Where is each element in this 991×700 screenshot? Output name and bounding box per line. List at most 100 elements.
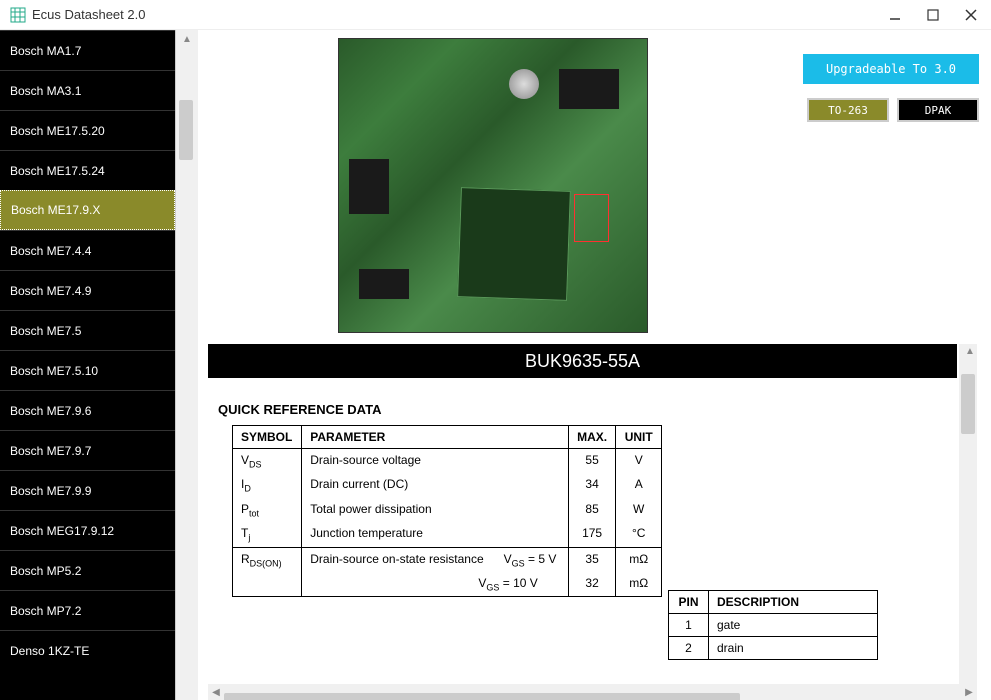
cell-max: 55 xyxy=(568,449,616,474)
col-parameter: PARAMETER xyxy=(302,426,569,449)
minimize-button[interactable] xyxy=(885,5,905,25)
content-vertical-scrollbar[interactable]: ▲ xyxy=(959,344,977,684)
scroll-up-icon[interactable]: ▲ xyxy=(962,346,978,362)
sidebar-item-label: Bosch ME7.4.4 xyxy=(10,244,91,258)
pcb-chip-small xyxy=(559,69,619,109)
maximize-button[interactable] xyxy=(923,5,943,25)
sidebar-item-label: Bosch ME7.5 xyxy=(10,324,81,338)
sidebar-item[interactable]: Bosch ME7.4.9 xyxy=(0,270,175,310)
scroll-thumb[interactable] xyxy=(961,374,975,434)
cell-max: 85 xyxy=(568,498,616,522)
col-max: MAX. xyxy=(568,426,616,449)
sidebar-item[interactable]: Bosch ME7.9.6 xyxy=(0,390,175,430)
sidebar-item[interactable]: Bosch ME17.5.24 xyxy=(0,150,175,190)
sidebar-item-label: Bosch MEG17.9.12 xyxy=(10,524,114,538)
titlebar: Ecus Datasheet 2.0 xyxy=(0,0,991,30)
titlebar-left: Ecus Datasheet 2.0 xyxy=(10,7,145,23)
cell-desc: gate xyxy=(709,614,878,637)
sidebar: Bosch MA1.7 Bosch MA3.1 Bosch ME17.5.20 Bos… xyxy=(0,30,176,700)
cell-desc: drain xyxy=(709,637,878,660)
cell-parameter: Junction temperature xyxy=(302,522,569,547)
cell-symbol: Tj xyxy=(233,522,302,547)
cell-max: 35 xyxy=(568,547,616,572)
right-button-group: Upgradeable To 3.0 TO-263 DPAK xyxy=(803,54,979,122)
sidebar-item[interactable]: Bosch ME7.9.9 xyxy=(0,470,175,510)
quick-reference-table: SYMBOL PARAMETER MAX. UNIT VDSDrain-sour… xyxy=(232,425,662,597)
section-title: QUICK REFERENCE DATA xyxy=(218,402,951,417)
sidebar-item-label: Bosch ME17.5.24 xyxy=(10,164,105,178)
scroll-right-icon[interactable]: ▶ xyxy=(961,687,977,698)
col-desc: DESCRIPTION xyxy=(709,591,878,614)
col-pin: PIN xyxy=(669,591,709,614)
sidebar-item[interactable]: Bosch MA1.7 xyxy=(0,30,175,70)
sidebar-scrollbar[interactable]: ▲ xyxy=(176,30,198,700)
part-number-header: BUK9635-55A xyxy=(208,344,957,378)
sidebar-item[interactable]: Bosch ME17.5.20 xyxy=(0,110,175,150)
close-button[interactable] xyxy=(961,5,981,25)
sidebar-item[interactable]: Bosch MA3.1 xyxy=(0,70,175,110)
upgrade-button[interactable]: Upgradeable To 3.0 xyxy=(803,54,979,84)
package-dpak-button[interactable]: DPAK xyxy=(897,98,979,122)
cell-max: 32 xyxy=(568,572,616,597)
content-area: Upgradeable To 3.0 TO-263 DPAK BUK9635-5… xyxy=(198,30,991,700)
package-to263-button[interactable]: TO-263 xyxy=(807,98,889,122)
sidebar-item-label: Bosch ME7.9.9 xyxy=(10,484,91,498)
cell-max: 34 xyxy=(568,473,616,497)
sidebar-item-label: Bosch MP5.2 xyxy=(10,564,81,578)
sidebar-item[interactable]: Bosch MP7.2 xyxy=(0,590,175,630)
cell-parameter: Drain-source voltage xyxy=(302,449,569,474)
scroll-thumb[interactable] xyxy=(179,100,193,160)
sidebar-item-label: Denso 1KZ-TE xyxy=(10,644,89,658)
cell-parameter: VGS = 10 V xyxy=(302,572,569,597)
sidebar-item-label: Bosch ME17.5.20 xyxy=(10,124,105,138)
cell-symbol: Ptot xyxy=(233,498,302,522)
cell-unit: A xyxy=(616,473,662,497)
col-symbol: SYMBOL xyxy=(233,426,302,449)
sidebar-item-label: Bosch MA3.1 xyxy=(10,84,81,98)
sidebar-item[interactable]: Bosch MEG17.9.12 xyxy=(0,510,175,550)
cell-parameter: Drain-source on-state resistance VGS = 5… xyxy=(302,547,569,572)
sidebar-item-label: Bosch ME7.9.6 xyxy=(10,404,91,418)
pin-table: PIN DESCRIPTION 1gate2drain xyxy=(668,590,878,660)
pcb-chip-mcu xyxy=(457,187,571,301)
content-horizontal-scrollbar[interactable]: ◀ ▶ xyxy=(208,684,977,700)
sidebar-item[interactable]: Bosch MP5.2 xyxy=(0,550,175,590)
cell-unit: V xyxy=(616,449,662,474)
col-unit: UNIT xyxy=(616,426,662,449)
scroll-up-icon[interactable]: ▲ xyxy=(179,34,195,50)
sidebar-item[interactable]: Denso 1KZ-TE xyxy=(0,630,175,670)
cell-max: 175 xyxy=(568,522,616,547)
pcb-highlight-box xyxy=(574,194,609,242)
app-icon xyxy=(10,7,26,23)
main-area: Bosch MA1.7 Bosch MA3.1 Bosch ME17.5.20 Bos… xyxy=(0,30,991,700)
sidebar-item[interactable]: Bosch ME7.5.10 xyxy=(0,350,175,390)
scroll-thumb[interactable] xyxy=(224,693,740,700)
cell-symbol: VDS xyxy=(233,449,302,474)
cell-parameter: Drain current (DC) xyxy=(302,473,569,497)
sidebar-item-label: Bosch ME7.5.10 xyxy=(10,364,98,378)
cell-symbol xyxy=(233,572,302,597)
sidebar-item-label: Bosch ME17.9.X xyxy=(11,203,100,217)
scroll-left-icon[interactable]: ◀ xyxy=(208,687,224,698)
cell-symbol: ID xyxy=(233,473,302,497)
cell-unit: W xyxy=(616,498,662,522)
sidebar-item-label: Bosch ME7.4.9 xyxy=(10,284,91,298)
cell-symbol: RDS(ON) xyxy=(233,547,302,572)
app-title: Ecus Datasheet 2.0 xyxy=(32,7,145,22)
pcb-capacitor xyxy=(509,69,539,99)
sidebar-item[interactable]: Bosch ME7.4.4 xyxy=(0,230,175,270)
sidebar-item[interactable]: Bosch ME7.5 xyxy=(0,310,175,350)
cell-pin: 1 xyxy=(669,614,709,637)
sidebar-item-label: Bosch MA1.7 xyxy=(10,44,81,58)
sidebar-item[interactable]: Bosch ME17.9.X xyxy=(0,190,175,230)
cell-parameter: Total power dissipation xyxy=(302,498,569,522)
cell-unit: °C xyxy=(616,522,662,547)
cell-unit: mΩ xyxy=(616,572,662,597)
package-button-row: TO-263 DPAK xyxy=(807,98,979,122)
pcb-chip-left xyxy=(349,159,389,214)
window-controls xyxy=(885,5,981,25)
sidebar-item[interactable]: Bosch ME7.9.7 xyxy=(0,430,175,470)
pcb-photo xyxy=(338,38,648,333)
cell-pin: 2 xyxy=(669,637,709,660)
sidebar-item-label: Bosch MP7.2 xyxy=(10,604,81,618)
